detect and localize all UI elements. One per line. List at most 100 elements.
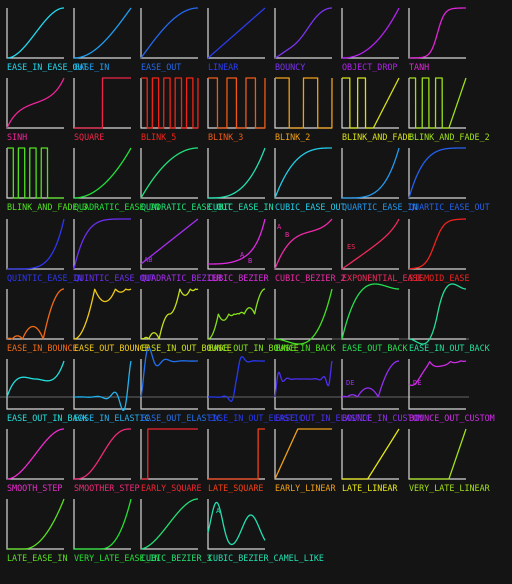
curve-line [73, 360, 132, 412]
curve-plot [408, 77, 467, 129]
curve-cell-cubic-bezier2: A B CUBIC_BEZIER_2 [268, 211, 346, 282]
curve-line [140, 498, 199, 551]
curve-cell-cubic-bezier3: CUBIC_BEZIER_3 [134, 491, 212, 563]
curve-line [73, 77, 132, 129]
curve-line [73, 428, 132, 480]
curve-label: BOUNCY [275, 62, 306, 72]
curve-cell-in-bounce: EASE_IN_BOUNCE [0, 281, 78, 352]
curve-plot [73, 7, 132, 59]
curve-plot: A [207, 499, 266, 550]
curve-label: SMOOTHER_STEP [74, 483, 140, 494]
curve-plot [207, 77, 266, 129]
curve-cell-in-elastic: EASE_IN_ELASTIC [66, 351, 150, 423]
curve-label: EASE_IN_OUT_BACK [409, 342, 490, 353]
curve-line [140, 428, 199, 480]
curve-line [207, 218, 266, 265]
curve-cell-cubic-bezier: A B CUBIC_BEZIER [201, 211, 269, 282]
curve-cell-camel: A CUBIC_BEZIER_CAMEL_LIKE [201, 491, 324, 563]
axes [73, 499, 131, 550]
curve-plot [341, 77, 400, 129]
curve-plot [401, 283, 469, 345]
curve-cell-late-square: LATE_SQUARE [201, 421, 268, 494]
curve-label: EASE_OUT_IN_BOUNCE [208, 342, 299, 353]
curve-plot [408, 7, 467, 59]
curve-plot [341, 148, 400, 200]
curve-plot [274, 7, 333, 59]
curve-label: BOUNCE_IN_CUSTOM [342, 413, 423, 423]
curve-line [6, 428, 65, 480]
control-point-label: B [248, 257, 252, 265]
curve-cell-bounce-out-custom: DE BOUNCE_OUT_CUSTOM [401, 351, 495, 423]
axes [73, 148, 131, 199]
curve-line [6, 147, 65, 200]
curve-cell-square: SQUARE [67, 70, 134, 142]
curve-label: VERY_LATE_LINEAR [409, 483, 490, 494]
curve-cell-sinh: SINH [0, 70, 67, 143]
curve-label: VERY_LATE_EASE_IN [74, 553, 160, 564]
curve-line [408, 360, 467, 386]
curve-cell-out-in-back: EASE_OUT_IN_BACK [0, 351, 88, 423]
curve-line [73, 7, 132, 59]
control-point-label: A [240, 251, 245, 259]
curve-line [274, 428, 333, 480]
curve-plot [408, 218, 467, 270]
curve-line [274, 147, 333, 199]
curve-cell-cubic-in: CUBIC_EASE_IN [201, 140, 274, 212]
curve-plot [73, 217, 132, 270]
curve-label: CUBIC_EASE_IN [208, 202, 274, 213]
curve-line [341, 360, 400, 398]
curve-line [73, 288, 132, 340]
curve-label: QUARTIC_EASE_IN [342, 202, 418, 213]
axes [140, 218, 198, 270]
axes [207, 429, 265, 480]
curve-line [274, 7, 333, 59]
curve-line [73, 499, 132, 551]
curve-plot [140, 77, 199, 129]
curve-plot [267, 359, 335, 410]
curve-label: LATE_SQUARE [208, 483, 264, 494]
curve-line [6, 77, 65, 129]
curve-cell-linear: LINEAR [201, 0, 268, 72]
curve-cell-blink-fade2: BLINK_AND_FADE_2 [402, 70, 490, 142]
curve-label: EASE_IN [74, 62, 110, 72]
curve-label: LATE_EASE_IN [7, 553, 68, 564]
axes [274, 8, 332, 59]
axes [341, 78, 399, 129]
curve-plot [207, 7, 266, 59]
axes [6, 218, 64, 270]
curve-plot [6, 7, 65, 59]
curve-label: SINH [7, 132, 28, 143]
curve-label: EASE_OUT_BACK [342, 342, 408, 353]
curve-label: BLINK_AND_FADE [342, 132, 413, 143]
axes [73, 218, 131, 270]
curve-label: EASE_OUT_BOUNCE [74, 342, 150, 353]
curve-plot [334, 283, 402, 340]
curve-label: EASE_OUT_ELASTIC [141, 413, 222, 423]
curve-cell-ease-in: EASE_IN [67, 0, 134, 72]
curve-cell-blink2: BLINK_2 [268, 70, 335, 142]
curve-label: LATE_LINEAR [342, 483, 398, 494]
axes [274, 148, 332, 199]
curve-label: TANH [409, 62, 430, 72]
curve-cell-late-ease-in: LATE_EASE_IN [0, 491, 68, 564]
control-point-label: A [216, 507, 221, 515]
curve-label: QUINTIC_EASE_IN [7, 272, 83, 283]
curve-label: CUBIC_EASE_OUT [275, 202, 346, 213]
curve-label: QUADRATIC_BEZIER [141, 272, 222, 283]
curve-plot [207, 288, 266, 340]
curve-cell-quad-bezier: AB QUADRATIC_BEZIER [134, 211, 222, 282]
curve-plot [66, 359, 134, 412]
curve-plot [133, 348, 201, 410]
curve-plot [207, 148, 266, 200]
axes [6, 148, 64, 199]
curve-plot [274, 77, 333, 129]
curve-cell-out-elastic: EASE_OUT_ELASTIC [133, 348, 222, 423]
axes [6, 499, 64, 550]
curve-label: BLINK_5 [141, 132, 177, 143]
control-point-label: B [285, 231, 289, 239]
curve-line [6, 218, 65, 270]
curve-label: QUADRATIC_EASE_IN [74, 202, 160, 213]
curve-cell-smooth-step: SMOOTH_STEP [0, 421, 67, 493]
curve-cell-out-bounce: EASE_OUT_BOUNCE [67, 281, 150, 352]
curve-cell-quint-out: QUINTIC_EASE_OUT [67, 211, 155, 282]
